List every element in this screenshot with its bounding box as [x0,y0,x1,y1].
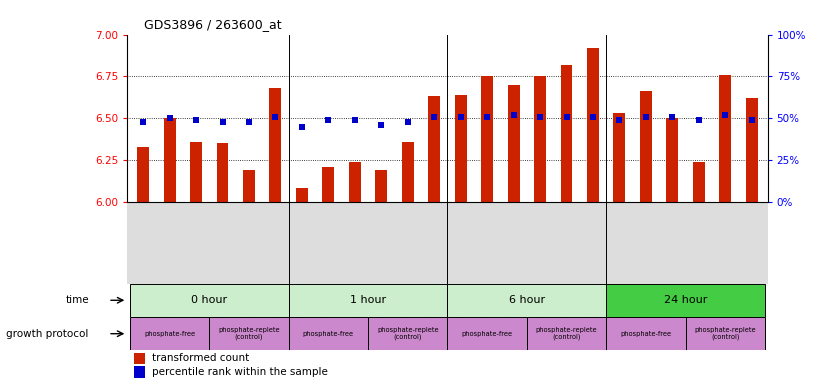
Text: time: time [65,295,89,305]
Point [534,113,547,119]
Point [322,117,335,123]
Text: phosphate-replete
(control): phosphate-replete (control) [695,327,756,341]
Point [401,118,415,124]
Text: percentile rank within the sample: percentile rank within the sample [152,367,328,377]
Point [560,113,573,119]
Bar [137,147,149,202]
Bar [429,96,440,202]
Text: phosphate-replete
(control): phosphate-replete (control) [218,327,280,341]
Bar [447,283,606,317]
Bar [587,48,599,202]
Text: phosphate-free: phosphate-free [621,331,672,337]
Text: 1 hour: 1 hour [350,295,386,305]
Point [296,124,309,130]
Point [242,118,255,124]
Text: GDS3896 / 263600_at: GDS3896 / 263600_at [144,18,282,31]
Point [666,113,679,119]
Text: phosphate-free: phosphate-free [461,331,512,337]
Bar [130,317,209,351]
Bar [507,85,520,202]
Text: phosphate-replete
(control): phosphate-replete (control) [377,327,438,341]
Text: 24 hour: 24 hour [664,295,707,305]
Point [718,112,732,118]
Text: phosphate-replete
(control): phosphate-replete (control) [536,327,598,341]
Point [374,122,388,128]
Bar [613,113,626,202]
Bar [561,65,572,202]
Bar [163,118,176,202]
Bar [455,95,466,202]
Bar [481,76,493,202]
Bar [745,98,758,202]
Text: transformed count: transformed count [152,353,249,363]
Bar [606,317,686,351]
Bar [368,317,447,351]
Bar [296,189,308,202]
Bar [269,88,282,202]
Bar [134,353,145,364]
Bar [375,170,388,202]
Point [745,117,759,123]
Point [216,118,229,124]
Point [136,118,149,124]
Bar [640,91,652,202]
Bar [134,366,145,378]
Bar [209,317,289,351]
Point [428,113,441,119]
Point [692,117,705,123]
Bar [130,283,289,317]
Bar [527,317,606,351]
Bar [217,143,228,202]
Text: phosphate-free: phosphate-free [144,331,195,337]
Point [190,117,203,123]
Text: growth protocol: growth protocol [7,329,89,339]
Bar [289,317,368,351]
Point [613,117,626,123]
Bar [719,75,732,202]
Text: 0 hour: 0 hour [191,295,227,305]
Bar [693,162,704,202]
Bar [289,283,447,317]
Point [163,115,177,121]
Bar [401,142,414,202]
Bar [349,162,360,202]
Point [507,112,521,118]
Bar [667,118,678,202]
Text: phosphate-free: phosphate-free [303,331,354,337]
Bar [323,167,334,202]
Text: 6 hour: 6 hour [509,295,545,305]
Point [640,113,653,119]
Bar [447,317,527,351]
Bar [686,317,765,351]
Bar [243,170,255,202]
Bar [606,283,765,317]
Point [268,113,282,119]
Bar [534,76,546,202]
Point [586,113,599,119]
Point [454,113,467,119]
Point [348,117,361,123]
Bar [190,142,202,202]
Point [480,113,493,119]
